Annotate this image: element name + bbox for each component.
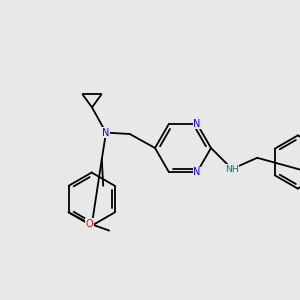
Text: N: N [193, 167, 201, 177]
Text: N: N [193, 119, 201, 129]
Text: N: N [102, 128, 110, 138]
Text: NH: NH [225, 164, 239, 173]
Text: O: O [86, 219, 94, 229]
